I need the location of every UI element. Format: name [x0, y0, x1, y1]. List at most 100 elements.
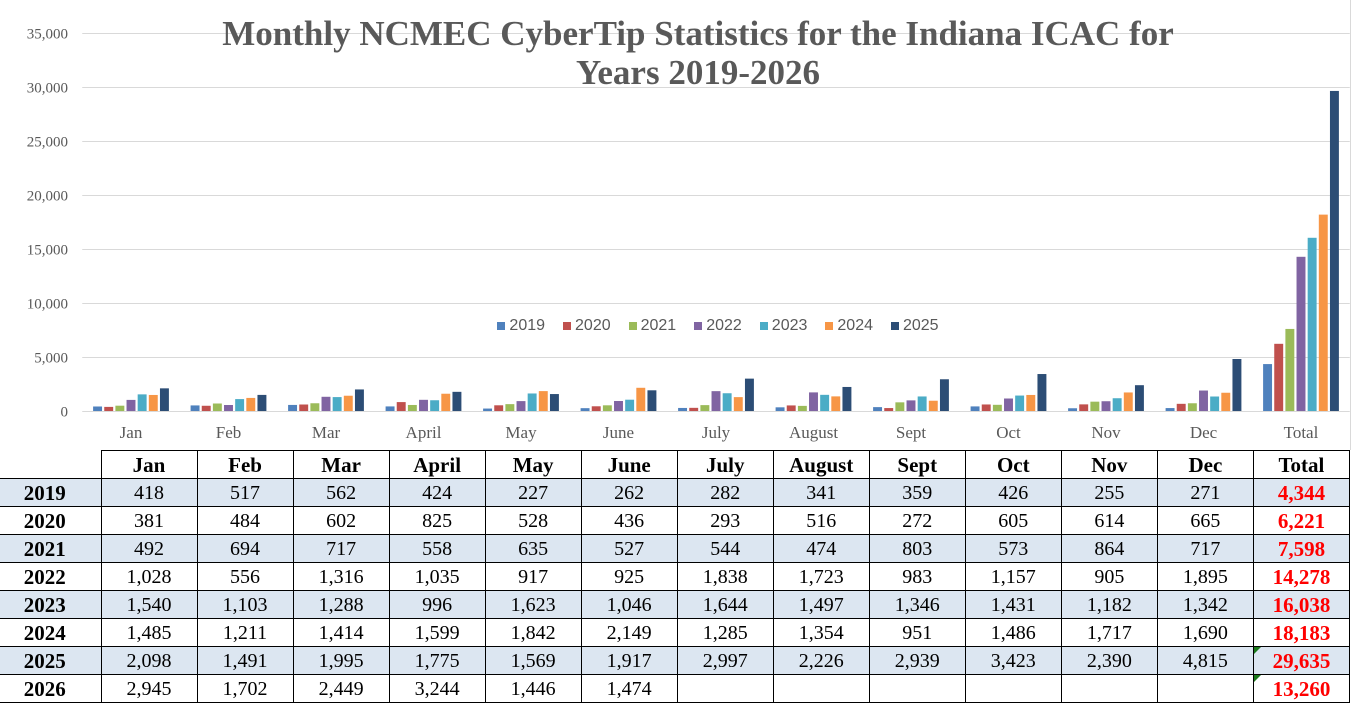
row-total-value: 7,598: [1277, 536, 1326, 561]
x-tick-label: Mar: [312, 423, 341, 442]
table-cell: 558: [388, 534, 486, 563]
bar-2022-sept: [906, 400, 916, 411]
table-cell: 418: [100, 478, 198, 507]
table-cell: 1,599: [388, 618, 486, 647]
table-cell: [676, 674, 774, 703]
table-cell: 1,723: [772, 562, 870, 591]
legend-label: 2021: [640, 317, 677, 334]
row-total-cell: 29,635: [1252, 646, 1351, 675]
table-cell: 492: [100, 534, 198, 563]
bar-2024-jan: [148, 394, 158, 411]
row-year-label: 2020: [0, 506, 102, 535]
table-cell: 1,690: [1156, 618, 1254, 647]
bar-2021-total: [1285, 328, 1295, 411]
y-tick-label: 5,000: [34, 351, 68, 367]
bar-2025-jan: [159, 388, 169, 411]
table-cell: 2,945: [100, 674, 198, 703]
bar-2023-may: [527, 393, 537, 411]
table-cell: 1,497: [772, 590, 870, 619]
legend-label: 2019: [509, 317, 546, 334]
bar-2021-jan: [115, 405, 125, 411]
table-cell: 544: [676, 534, 774, 563]
x-axis-labels: Jan Feb Mar April May June July August Sept Oct No…: [120, 423, 1319, 442]
legend-item-2020: 2020: [563, 316, 611, 336]
bar-2020-nov: [1079, 404, 1089, 411]
bar-2019-july: [678, 407, 688, 411]
bar-2024-oct: [1026, 394, 1036, 411]
table-cell: 1,431: [964, 590, 1062, 619]
table-cell: 517: [196, 478, 294, 507]
table-cell: 293: [676, 506, 774, 535]
table-cell: 528: [484, 506, 582, 535]
x-tick-label: July: [702, 423, 731, 442]
bar-2025-nov: [1134, 385, 1144, 411]
legend-item-2019: 2019: [497, 316, 545, 336]
column-header-may: May: [484, 450, 582, 479]
statistics-table: Jan Feb Mar April May June July August Sept Oct No…: [0, 450, 1351, 703]
bar-2020-april: [396, 402, 406, 411]
table-cell: 1,182: [1060, 590, 1158, 619]
x-tick-label: Total: [1284, 423, 1319, 442]
table-cell: 1,917: [580, 646, 678, 675]
table-cell: 271: [1156, 478, 1254, 507]
table-row: 2024 1,485 1,211 1,414 1,599 1,842 2,149 1,285 1…: [0, 618, 1351, 647]
row-total-value: 18,183: [1272, 620, 1331, 645]
x-tick-label: Jan: [120, 423, 143, 442]
table-cell: 1,028: [100, 562, 198, 591]
bar-2024-may: [538, 391, 548, 411]
table-cell: 605: [964, 506, 1062, 535]
row-total-cell: 13,260: [1252, 674, 1351, 703]
legend-item-2024: 2024: [825, 316, 873, 336]
table-cell: 1,644: [676, 590, 774, 619]
table-cell: 1,491: [196, 646, 294, 675]
bar-2022-oct: [1004, 398, 1013, 411]
bar-2025-feb: [257, 394, 267, 411]
table-cell: [772, 674, 870, 703]
legend-swatch-icon: [563, 322, 572, 330]
bar-2020-oct: [981, 404, 991, 411]
table-cell: 381: [100, 506, 198, 535]
bar-2023-dec: [1210, 396, 1220, 411]
legend-swatch-icon: [759, 322, 768, 330]
table-cell: 474: [772, 534, 870, 563]
table-cell: 1,046: [580, 590, 678, 619]
row-year-label: 2024: [0, 618, 102, 647]
bar-2022-feb: [224, 405, 233, 411]
table-cell: 1,569: [484, 646, 582, 675]
bar-2022-june: [614, 401, 623, 411]
table-cell: 255: [1060, 478, 1158, 507]
table-cell: 436: [580, 506, 678, 535]
table-row: 2025 2,098 1,491 1,995 1,775 1,569 1,917 2,997 2…: [0, 646, 1351, 675]
bar-2019-oct: [970, 406, 980, 411]
row-year-label: 2026: [0, 674, 102, 703]
table-cell: 484: [196, 506, 294, 535]
table-cell: 2,390: [1060, 646, 1158, 675]
table-cell: 2,098: [100, 646, 198, 675]
row-year-label: 2021: [0, 534, 102, 563]
table-row: 2019 418 517 562 424 227 262 282 341 359 426 255 271…: [0, 478, 1351, 507]
bar-2023-april: [430, 400, 440, 411]
bar-2025-april: [452, 391, 462, 411]
table-cell: 665: [1156, 506, 1254, 535]
x-tick-label: Sept: [896, 423, 927, 442]
bar-2025-august: [842, 386, 852, 411]
row-total-cell: 18,183: [1252, 618, 1351, 647]
y-tick-label: 10,000: [27, 297, 68, 313]
row-total-value: 4,344: [1277, 480, 1326, 505]
row-total-cell: 7,598: [1252, 534, 1351, 563]
y-tick-label: 0: [61, 405, 69, 421]
table-cell: 1,474: [580, 674, 678, 703]
column-header-jan: Jan: [100, 450, 198, 479]
row-total-value: 13,260: [1272, 676, 1331, 701]
table-cell: 1,895: [1156, 562, 1254, 591]
bar-2023-jan: [137, 394, 147, 411]
bar-2019-sept: [873, 407, 883, 411]
legend-swatch-icon: [694, 322, 703, 330]
bar-2019-nov: [1068, 408, 1078, 411]
table-cell: 573: [964, 534, 1062, 563]
table-cell: 1,485: [100, 618, 198, 647]
bar-2021-april: [407, 404, 417, 411]
table-cell: 1,446: [484, 674, 582, 703]
legend-label: 2023: [771, 317, 808, 334]
table-cell: 527: [580, 534, 678, 563]
